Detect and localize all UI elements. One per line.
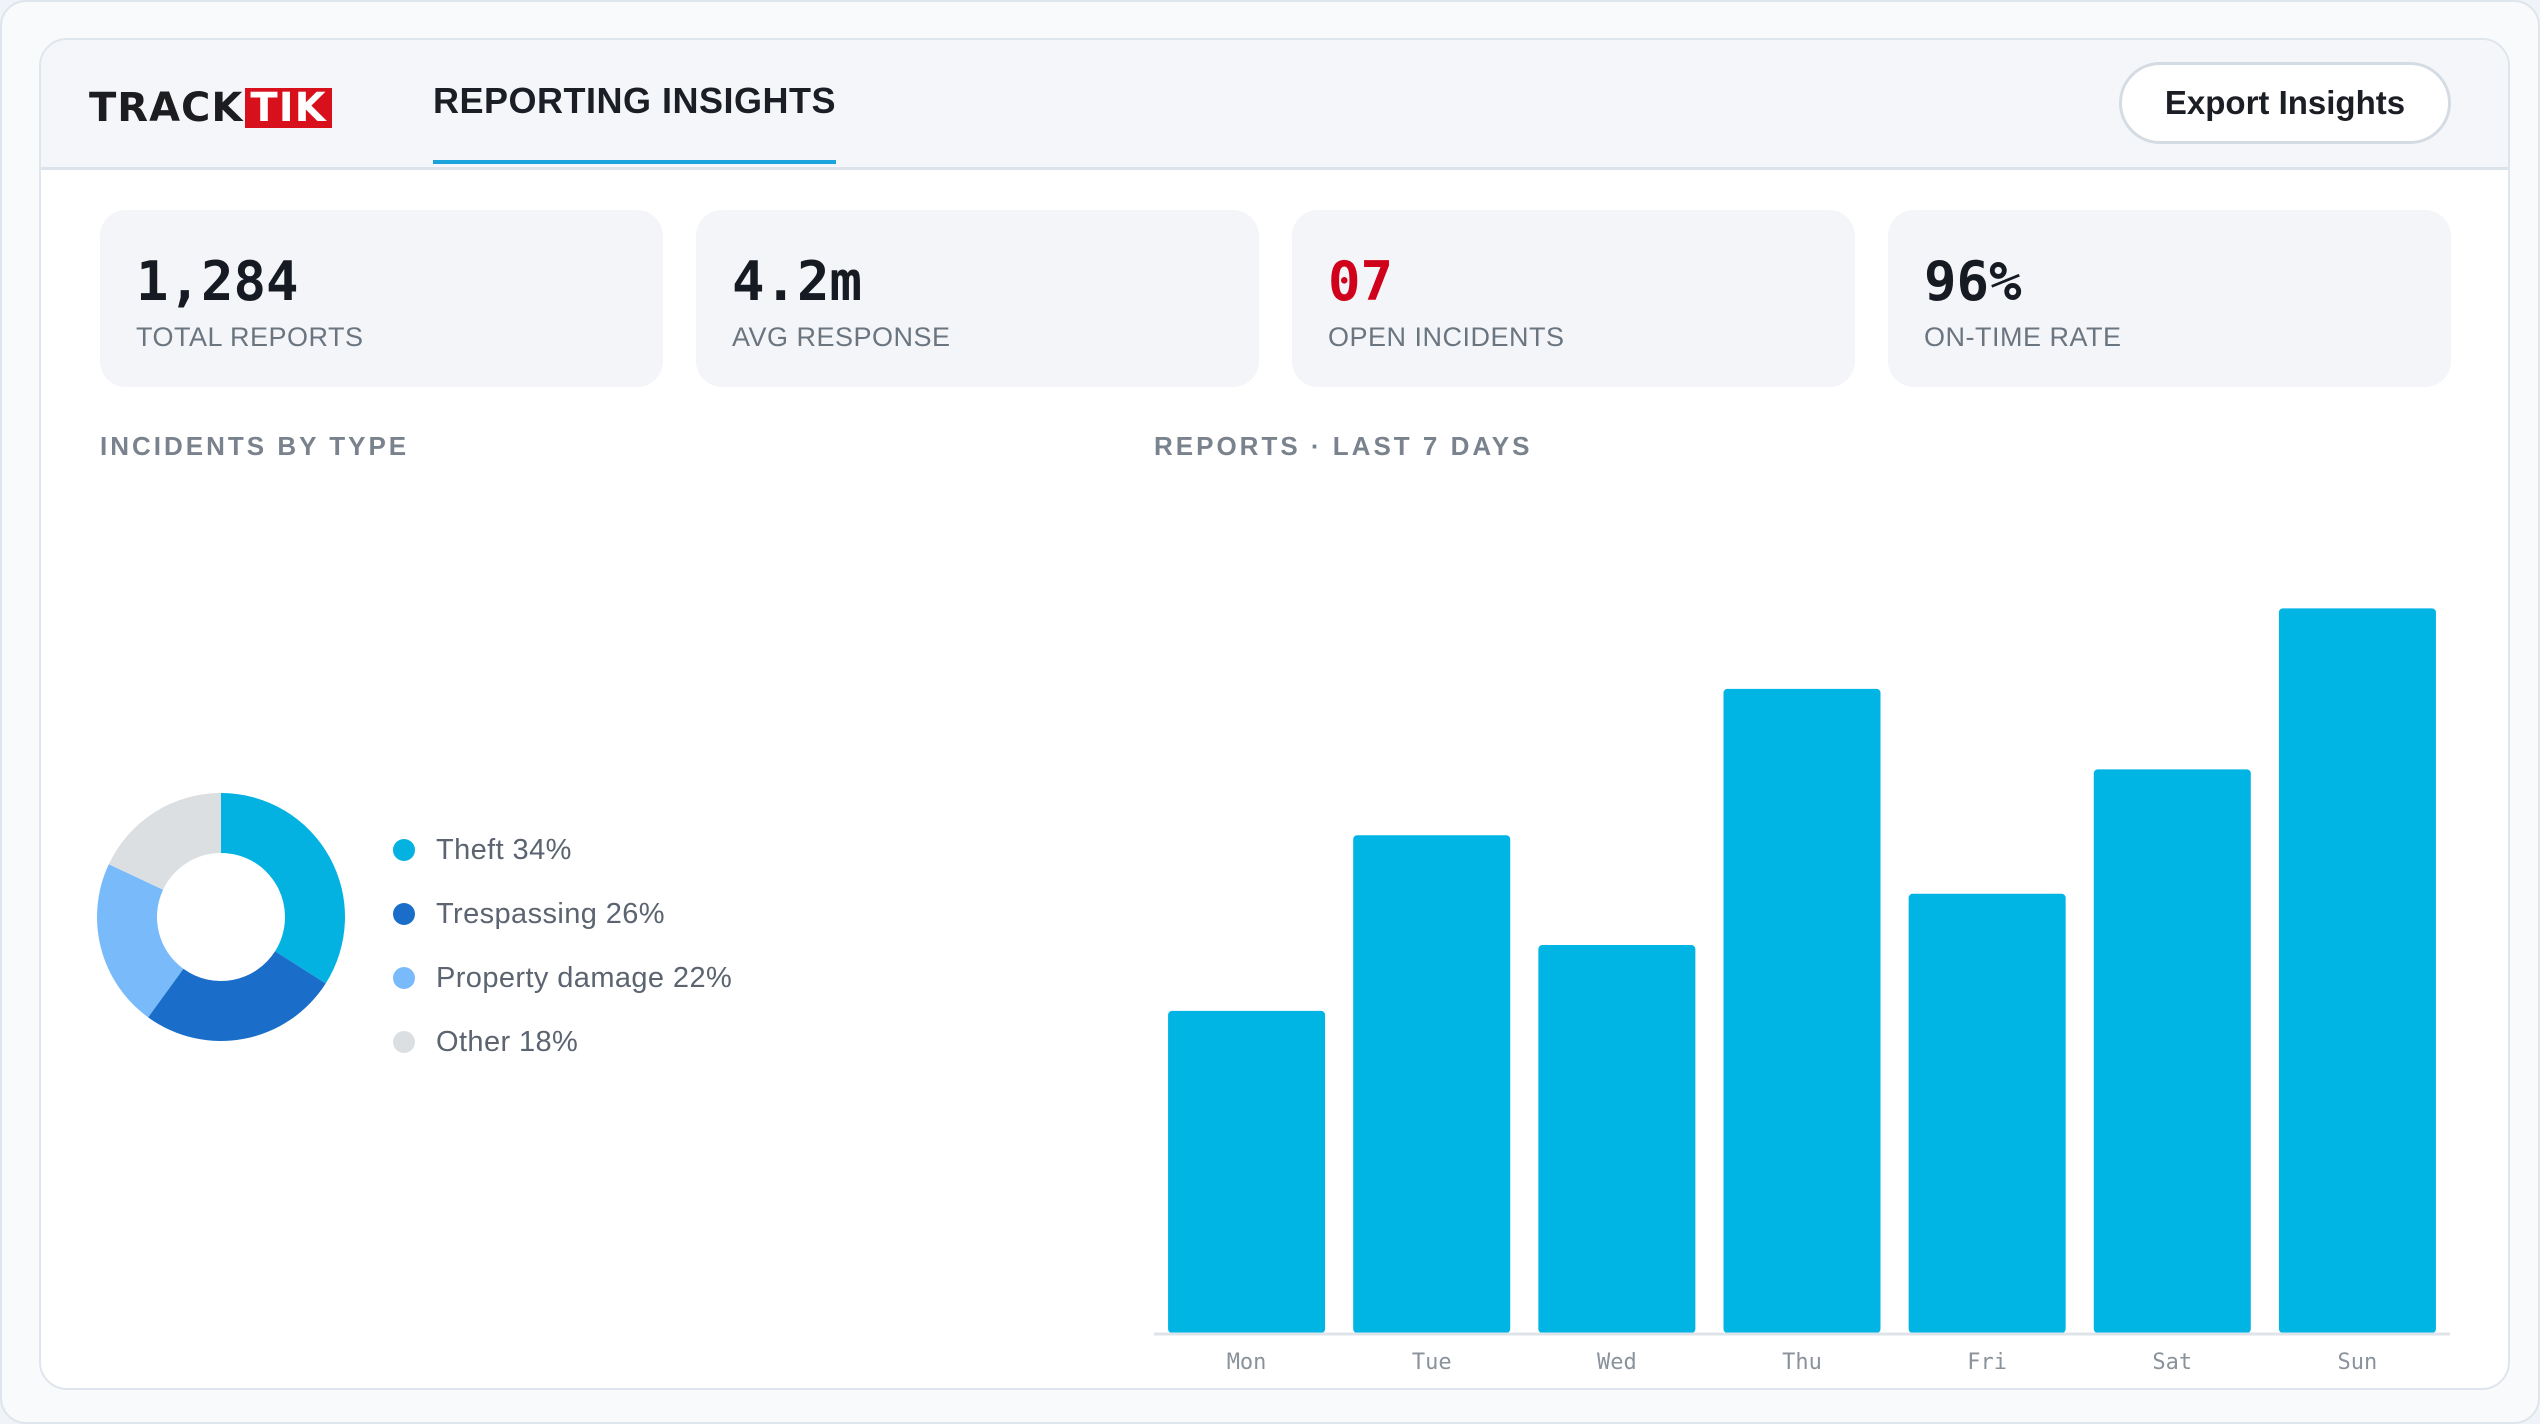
bar-tue — [1353, 835, 1511, 1333]
stat-label: TOTAL REPORTS — [136, 322, 364, 352]
bar-sun — [2278, 608, 2436, 1333]
x-tick-label-mon: Mon — [1226, 1350, 1267, 1375]
stat-card-total-reports: 1,284 TOTAL REPORTS — [100, 210, 663, 387]
stat-card-open-incidents: 07 OPEN INCIDENTS — [1292, 210, 1855, 387]
legend-dot-icon — [393, 903, 415, 925]
x-tick-label-wed: Wed — [1596, 1350, 1637, 1375]
bar-chart-svg — [1154, 608, 2450, 1336]
stat-card-on-time-rate: 96% ON-TIME RATE — [1888, 210, 2451, 387]
stat-value: 1,284 — [136, 250, 299, 313]
export-insights-button[interactable]: Export Insights — [2119, 62, 2451, 144]
legend-label: Trespassing 26% — [436, 897, 665, 930]
tracktik-logo: TRACK TIK — [89, 85, 332, 131]
donut-svg — [96, 793, 345, 1041]
stat-label: ON-TIME RATE — [1924, 322, 2122, 352]
legend-dot-icon — [393, 1031, 415, 1053]
x-tick-label-thu: Thu — [1782, 1350, 1822, 1375]
legend-item-other: Other 18% — [393, 1010, 732, 1074]
stat-card-avg-response: 4.2m AVG RESPONSE — [696, 210, 1259, 387]
bar-fri — [1908, 893, 2066, 1333]
reports-bar-chart: Mon Tue Wed Thu Fri Sat Sun — [1154, 558, 2450, 1375]
stat-label: OPEN INCIDENTS — [1328, 322, 1565, 352]
legend-dot-icon — [393, 839, 415, 861]
donut-slice-trespassing — [148, 951, 326, 1041]
legend-item-trespassing: Trespassing 26% — [393, 882, 732, 946]
stat-value: 4.2m — [732, 250, 863, 313]
legend-item-property-damage: Property damage 22% — [393, 946, 732, 1010]
stat-label: AVG RESPONSE — [732, 322, 951, 352]
x-tick-label-fri: Fri — [1967, 1350, 2007, 1375]
donut-slice-property-damage — [96, 864, 184, 1018]
legend-label: Theft 34% — [436, 833, 572, 866]
legend-label: Other 18% — [436, 1025, 579, 1058]
x-tick-label-sat: Sat — [2152, 1350, 2193, 1375]
logo-text-track: TRACK — [89, 85, 244, 131]
legend-item-theft: Theft 34% — [393, 818, 732, 882]
legend-dot-icon — [393, 967, 415, 989]
header-bar: TRACK TIK REPORTING INSIGHTS Export Insig… — [41, 40, 2508, 170]
x-tick-label-tue: Tue — [1411, 1350, 1452, 1375]
legend-label: Property damage 22% — [436, 961, 733, 994]
donut-slice-theft — [221, 793, 345, 984]
donut-slice-other — [108, 793, 221, 890]
insights-panel: TRACK TIK REPORTING INSIGHTS Export Insig… — [39, 38, 2510, 1390]
x-tick-label-sun: Sun — [2337, 1350, 2378, 1375]
incidents-donut-chart — [96, 792, 346, 1042]
incidents-section-title: INCIDENTS BY TYPE — [100, 431, 410, 461]
stat-value: 96% — [1924, 250, 2022, 313]
bar-wed — [1538, 945, 1696, 1333]
reports-section-title: REPORTS · LAST 7 DAYS — [1154, 431, 1533, 461]
bar-thu — [1723, 688, 1881, 1333]
logo-text-tik: TIK — [245, 88, 332, 128]
bar-mon — [1168, 1010, 1326, 1333]
bar-sat — [2093, 769, 2251, 1333]
tab-reporting-insights[interactable]: REPORTING INSIGHTS — [433, 80, 837, 164]
stat-value: 07 — [1328, 250, 1394, 313]
incidents-legend: Theft 34% Trespassing 26% Property damag… — [393, 818, 732, 1074]
